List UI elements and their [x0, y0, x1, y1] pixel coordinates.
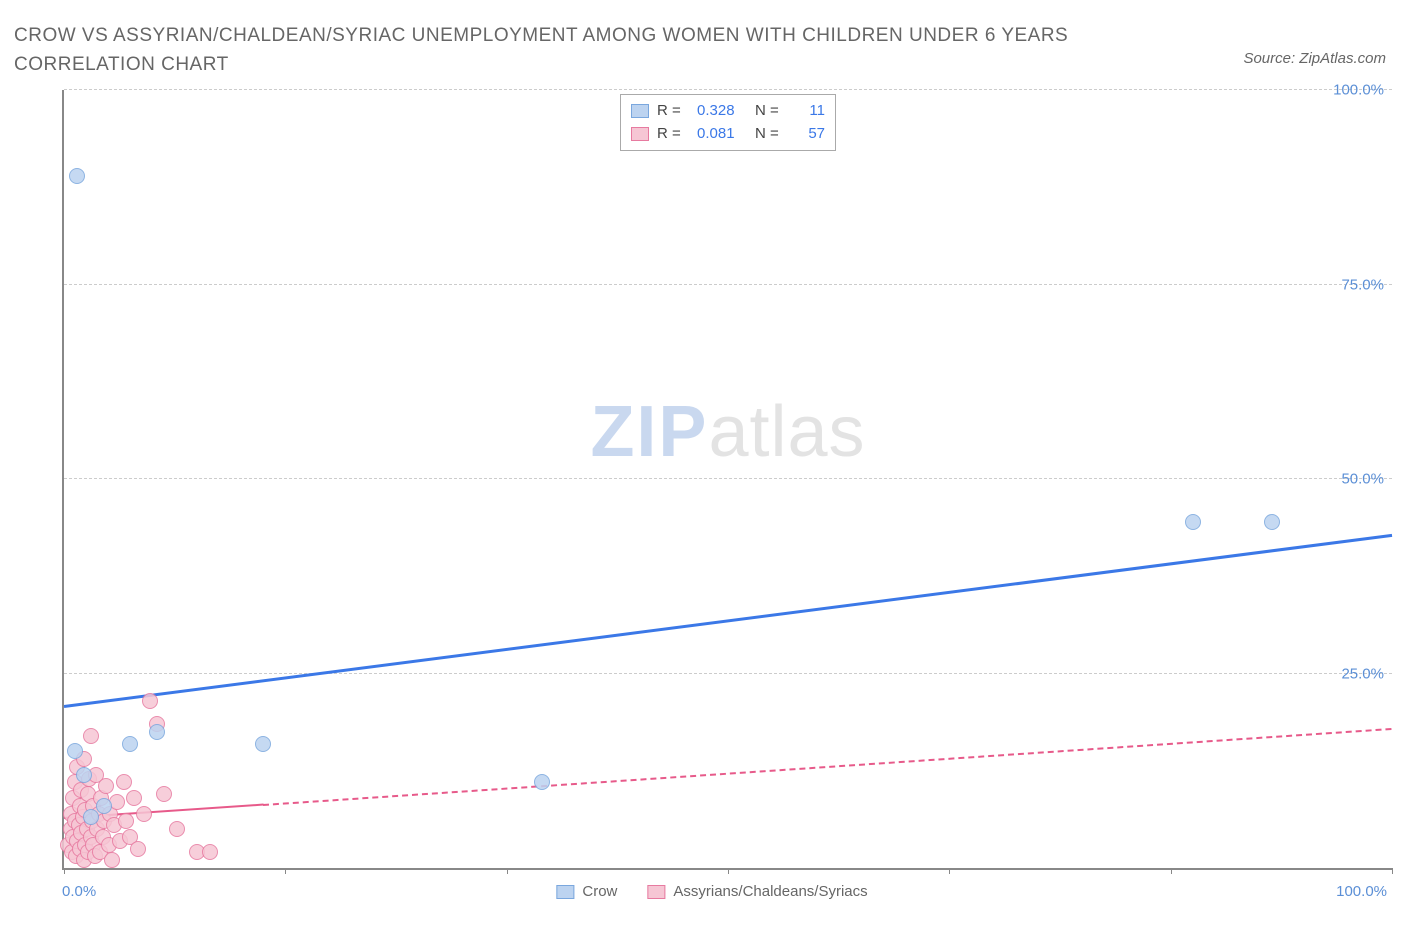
source-attribution: Source: ZipAtlas.com	[1243, 50, 1386, 67]
trend-line	[64, 533, 1392, 707]
legend-label: Assyrians/Chaldeans/Syriacs	[673, 883, 867, 900]
data-point	[534, 774, 550, 790]
x-tick-label-right: 100.0%	[1336, 883, 1387, 900]
trend-line	[263, 728, 1392, 806]
data-point	[126, 790, 142, 806]
legend-swatch	[631, 104, 649, 118]
data-point	[1185, 514, 1201, 530]
chart-title: CROW VS ASSYRIAN/CHALDEAN/SYRIAC UNEMPLO…	[14, 22, 1114, 79]
legend-r-label: R =	[657, 100, 689, 123]
data-point	[156, 786, 172, 802]
legend-stat-row: R = 0.328 N = 11	[631, 100, 825, 123]
legend-item: Crow	[556, 883, 617, 900]
gridline	[64, 673, 1392, 674]
data-point	[202, 844, 218, 860]
plot-container: Unemployment Among Women with Children U…	[32, 90, 1392, 910]
legend-stat-row: R = 0.081 N = 57	[631, 123, 825, 146]
gridline	[64, 89, 1392, 90]
x-tick-mark	[64, 868, 65, 874]
legend-label: Crow	[582, 883, 617, 900]
data-point	[255, 736, 271, 752]
data-point	[76, 767, 92, 783]
x-tick-mark	[728, 868, 729, 874]
data-point	[83, 728, 99, 744]
watermark: ZIPatlas	[590, 391, 865, 473]
watermark-zip: ZIP	[590, 392, 708, 472]
data-point	[136, 806, 152, 822]
legend-n-label: N =	[755, 123, 787, 146]
data-point	[130, 841, 146, 857]
data-point	[149, 724, 165, 740]
plot-area: ZIPatlas R = 0.328 N = 11 R = 0.081 N = 57 25.0…	[62, 90, 1392, 870]
legend-n-value: 11	[795, 100, 825, 123]
x-tick-label-left: 0.0%	[62, 883, 96, 900]
legend-n-label: N =	[755, 100, 787, 123]
x-tick-mark	[949, 868, 950, 874]
x-tick-mark	[1171, 868, 1172, 874]
legend-item: Assyrians/Chaldeans/Syriacs	[647, 883, 867, 900]
data-point	[116, 774, 132, 790]
x-tick-mark	[285, 868, 286, 874]
data-point	[67, 743, 83, 759]
legend-r-label: R =	[657, 123, 689, 146]
data-point	[169, 821, 185, 837]
legend-n-value: 57	[795, 123, 825, 146]
x-tick-mark	[1392, 868, 1393, 874]
gridline	[64, 284, 1392, 285]
data-point	[1264, 514, 1280, 530]
legend-series: Crow Assyrians/Chaldeans/Syriacs	[556, 883, 867, 900]
data-point	[104, 852, 120, 868]
y-tick-label: 75.0%	[1341, 276, 1384, 293]
watermark-atlas: atlas	[708, 392, 865, 472]
y-tick-label: 100.0%	[1333, 82, 1384, 99]
data-point	[83, 809, 99, 825]
x-tick-mark	[507, 868, 508, 874]
data-point	[98, 778, 114, 794]
data-point	[122, 736, 138, 752]
legend-r-value: 0.328	[697, 100, 747, 123]
legend-stats: R = 0.328 N = 11 R = 0.081 N = 57	[620, 94, 836, 151]
y-tick-label: 50.0%	[1341, 471, 1384, 488]
data-point	[142, 693, 158, 709]
legend-swatch	[631, 127, 649, 141]
y-tick-label: 25.0%	[1341, 665, 1384, 682]
legend-swatch	[647, 885, 665, 899]
data-point	[96, 798, 112, 814]
data-point	[118, 813, 134, 829]
data-point	[69, 168, 85, 184]
gridline	[64, 478, 1392, 479]
legend-swatch	[556, 885, 574, 899]
legend-r-value: 0.081	[697, 123, 747, 146]
